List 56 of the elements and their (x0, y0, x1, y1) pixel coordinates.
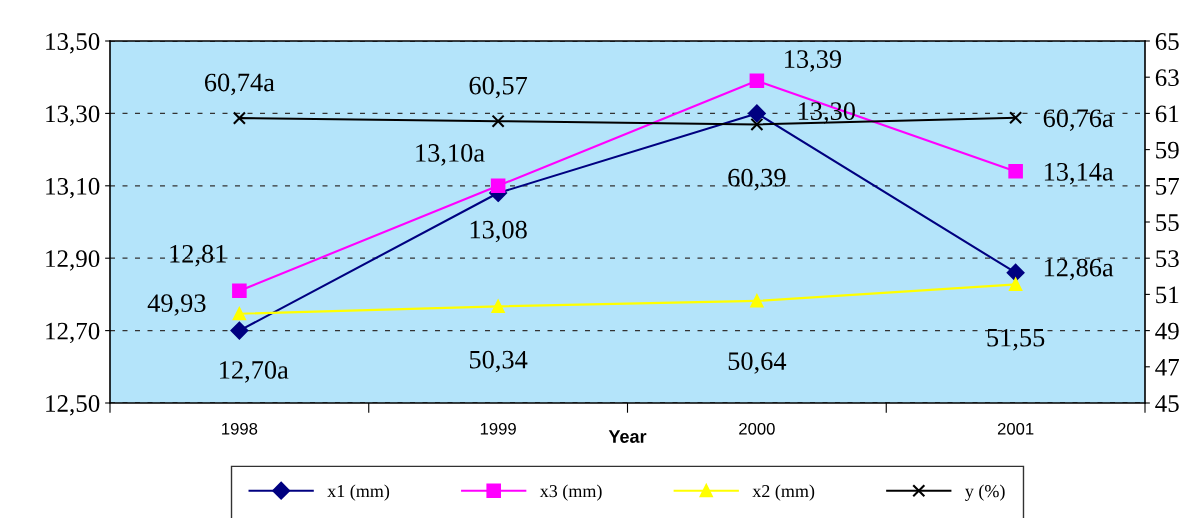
y-tick-label: 13,10 (46, 177, 100, 199)
data-label: 12,86a (1044, 258, 1114, 281)
y2-tick-label: 49 (1155, 322, 1179, 340)
x-axis-title: Year (608, 430, 647, 443)
legend-label: y (%) (965, 484, 1005, 501)
point (750, 117, 764, 132)
y2-tick-label: 47 (1155, 359, 1179, 376)
legend-label: x1 (mm) (327, 484, 390, 501)
y2-tick-label: 61 (1155, 105, 1179, 123)
y2-tick-label: 59 (1156, 141, 1179, 159)
data-label: 13,14a (1044, 162, 1114, 185)
y-tick-label: 12,90 (46, 250, 100, 271)
y2-tick-label: 55 (1156, 214, 1179, 231)
data-label: 50,34 (469, 350, 528, 373)
data-label: 51,55 (987, 328, 1045, 351)
data-label: 12,70a (220, 361, 289, 383)
data-label: 60,57 (469, 76, 528, 99)
y2-tick-label: 51 (1156, 286, 1179, 304)
x-tick-label: 1998 (222, 422, 258, 435)
y2-tick-label: 45 (1155, 395, 1179, 412)
y2-tick-label: 57 (1156, 178, 1179, 195)
point (1009, 111, 1023, 125)
point (491, 114, 505, 128)
point (750, 294, 764, 308)
legend-label: x2 (mm) (752, 484, 815, 501)
point (230, 321, 249, 340)
data-label: 13,10a (416, 144, 485, 166)
point (1008, 164, 1023, 179)
data-label: 13,08 (470, 220, 527, 243)
data-label: 50,64 (728, 352, 787, 374)
point (232, 307, 246, 321)
data-label: 60,76a (1043, 109, 1114, 131)
y2-tick-label: 65 (1155, 33, 1179, 50)
y-tick-label: 12,70 (46, 322, 100, 344)
point (232, 111, 246, 125)
point (749, 73, 765, 89)
point (1006, 263, 1025, 282)
x-tick-label: 2000 (739, 422, 775, 435)
x-tick-label: 2001 (997, 422, 1034, 435)
y-tick-label: 12,50 (46, 395, 100, 416)
point (490, 178, 506, 194)
y-tick-label: 13,30 (46, 105, 100, 126)
point (491, 299, 505, 313)
y-tick-label: 13,50 (46, 33, 100, 54)
point (1009, 277, 1023, 292)
data-label: 60,39 (728, 168, 786, 191)
legend-label: x3 (mm) (539, 484, 602, 501)
y2-tick-label: 53 (1156, 250, 1179, 268)
x-tick-label: 1999 (480, 422, 516, 435)
data-label: 12,81 (170, 244, 226, 267)
data-label: 49,93 (147, 294, 206, 316)
point (747, 104, 766, 123)
y2-tick-label: 63 (1155, 69, 1179, 87)
point (232, 283, 247, 299)
data-label: 60,74a (204, 73, 275, 96)
data-label: 13,39 (785, 50, 842, 72)
